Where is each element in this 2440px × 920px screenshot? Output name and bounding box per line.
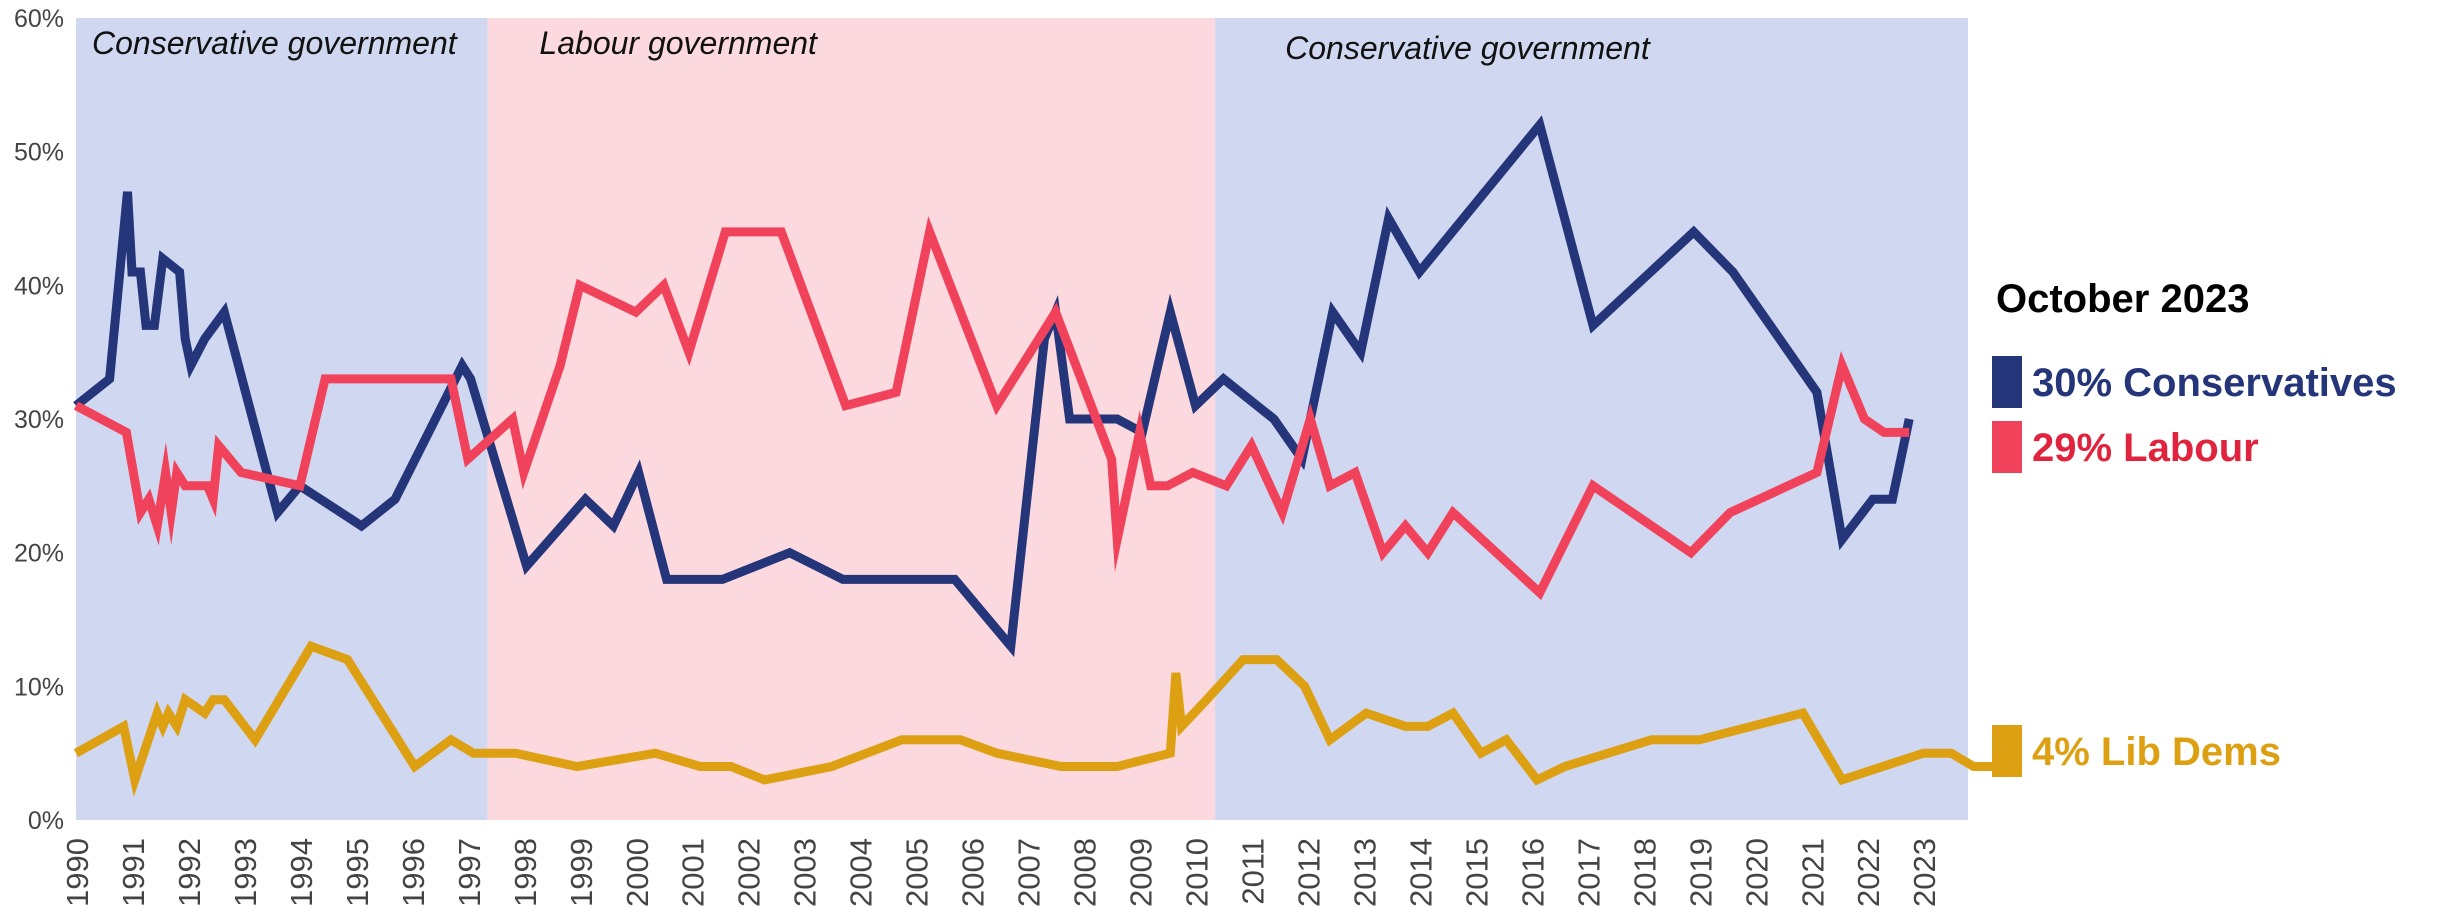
x-tick-label: 2007	[1012, 838, 1047, 907]
y-axis-tick-labels: 0% 10% 20% 30% 40% 50% 60%	[14, 5, 64, 835]
y-tick-label: 10%	[14, 673, 64, 701]
x-tick-label: 2022	[1851, 838, 1886, 907]
legend: October 2023 30% Conservatives 29% Labour 4…	[1992, 277, 2397, 777]
x-tick-label: 2001	[676, 838, 711, 907]
y-tick-label: 20%	[14, 540, 64, 568]
x-tick-label: 1999	[564, 838, 599, 907]
x-tick-label: 2020	[1739, 838, 1774, 907]
x-tick-label: 1992	[172, 838, 207, 907]
x-tick-label: 1998	[508, 838, 543, 907]
legend-label-conservatives: 30% Conservatives	[2032, 361, 2397, 405]
x-tick-label: 2012	[1291, 838, 1326, 907]
legend-label-labour: 29% Labour	[2032, 426, 2259, 470]
y-tick-label: 30%	[14, 406, 64, 434]
x-tick-label: 1994	[284, 838, 319, 907]
series-line-lib-dems	[73, 640, 1994, 798]
x-tick-label: 1993	[228, 838, 263, 907]
x-tick-label: 2003	[788, 838, 823, 907]
x-tick-label: 2018	[1627, 838, 1662, 907]
x-tick-label: 1990	[60, 838, 95, 907]
x-tick-label: 2021	[1795, 838, 1830, 907]
legend-title: October 2023	[1996, 277, 2249, 321]
x-tick-label: 2016	[1515, 838, 1550, 907]
x-tick-label: 2017	[1571, 838, 1606, 907]
x-tick-label: 2000	[620, 838, 655, 907]
government-period-label-3: Conservative government	[1285, 30, 1651, 66]
x-tick-label: 2015	[1459, 838, 1494, 907]
legend-swatch-conservatives	[1992, 356, 2022, 408]
y-tick-label: 50%	[14, 139, 64, 167]
government-period-3	[1215, 18, 1968, 820]
x-tick-label: 2006	[956, 838, 991, 907]
y-tick-label: 0%	[28, 807, 64, 835]
government-period-label-1: Conservative government	[92, 25, 458, 61]
x-tick-label: 1991	[116, 838, 151, 907]
government-period-1	[76, 18, 488, 820]
government-period-labels: Conservative government Labour government…	[92, 25, 1651, 66]
x-tick-label: 2019	[1683, 838, 1718, 907]
series-line-labour	[73, 216, 1910, 601]
legend-swatch-labour	[1992, 421, 2022, 473]
x-tick-label: 2011	[1236, 838, 1271, 905]
x-tick-label: 2008	[1068, 838, 1103, 907]
x-tick-label: 2005	[900, 838, 935, 907]
x-tick-label: 1996	[396, 838, 431, 907]
legend-label-lib-dems: 4% Lib Dems	[2032, 730, 2281, 774]
y-tick-label: 60%	[14, 5, 64, 33]
series-lines	[73, 115, 1994, 798]
x-axis-tick-labels: 1990 1991 1992 1993 1994 1995 1996 1997 1998 1999…	[60, 838, 1942, 907]
government-periods	[76, 18, 1968, 820]
y-tick-label: 40%	[14, 272, 64, 300]
legend-swatch-lib-dems	[1992, 725, 2022, 777]
x-tick-label: 2013	[1347, 838, 1382, 907]
x-tick-label: 2023	[1907, 838, 1942, 907]
government-period-label-2: Labour government	[539, 25, 818, 61]
x-tick-label: 1995	[340, 838, 375, 907]
series-line-conservatives	[73, 115, 1914, 658]
x-tick-label: 2014	[1403, 838, 1438, 907]
x-tick-label: 2004	[844, 838, 879, 907]
x-tick-label: 2002	[732, 838, 767, 907]
x-tick-label: 1997	[452, 838, 487, 907]
x-tick-label: 2009	[1124, 838, 1159, 907]
x-tick-label: 2010	[1180, 838, 1215, 907]
